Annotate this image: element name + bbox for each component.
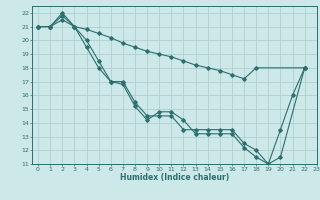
X-axis label: Humidex (Indice chaleur): Humidex (Indice chaleur) — [120, 173, 229, 182]
